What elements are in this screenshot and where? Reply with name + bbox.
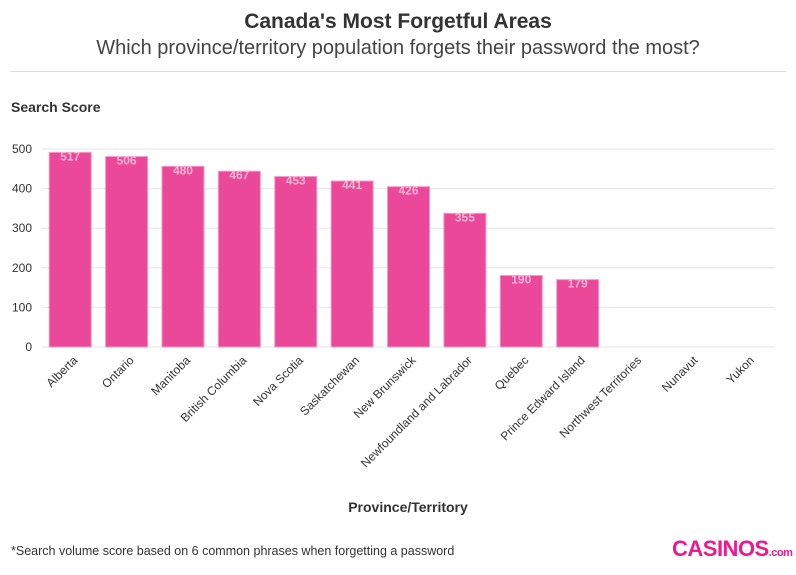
- x-tick-label: Newfoundland and Labrador: [358, 353, 475, 470]
- data-label: 190: [511, 272, 531, 286]
- bar: [387, 186, 430, 348]
- x-tick-label: Alberta: [44, 353, 81, 390]
- x-tick-label: Nova Scotia: [250, 353, 306, 409]
- x-axis-label: Province/Territory: [348, 499, 468, 515]
- bar: [499, 274, 543, 348]
- data-label: 355: [455, 210, 475, 224]
- data-label: 517: [60, 149, 80, 163]
- y-tick-label: 100: [12, 300, 32, 314]
- x-tick-label: Ontario: [99, 353, 137, 391]
- y-axis-label: Search Score: [11, 99, 101, 115]
- footnote: *Search volume score based on 6 common p…: [11, 544, 455, 558]
- bar: [48, 151, 92, 348]
- y-tick-label: 0: [25, 340, 32, 354]
- data-label: 426: [398, 184, 418, 198]
- y-tick-label: 200: [12, 261, 32, 275]
- bar: [556, 279, 600, 348]
- x-tick-label: Yukon: [723, 353, 756, 386]
- bar: [105, 156, 149, 348]
- bar: [217, 170, 261, 348]
- y-tick-label: 500: [12, 142, 32, 156]
- bar: [161, 165, 205, 348]
- bar-chart: 0 100 200 300 400 500 517 Alberta 506 Ontario 480 M…: [12, 142, 775, 470]
- x-tick-label: Nunavut: [659, 353, 701, 395]
- data-label: 179: [568, 277, 588, 291]
- bar: [274, 175, 318, 348]
- chart-title: Canada's Most Forgetful Areas: [244, 10, 552, 33]
- y-tick-label: 400: [12, 182, 32, 196]
- bar: [443, 212, 487, 348]
- bar: [330, 180, 374, 348]
- data-label: 480: [173, 163, 193, 177]
- y-tick-label: 300: [12, 221, 32, 235]
- data-label: 453: [286, 173, 306, 187]
- chart-subtitle: Which province/territory population forg…: [96, 37, 700, 59]
- data-label: 467: [229, 168, 249, 182]
- data-label: 441: [342, 178, 362, 192]
- divider: [10, 71, 786, 72]
- casinos-logo: CASINOS.com: [672, 536, 793, 561]
- data-label: 506: [117, 154, 137, 168]
- x-tick-label: Manitoba: [148, 353, 193, 398]
- x-tick-label: Quebec: [492, 353, 532, 393]
